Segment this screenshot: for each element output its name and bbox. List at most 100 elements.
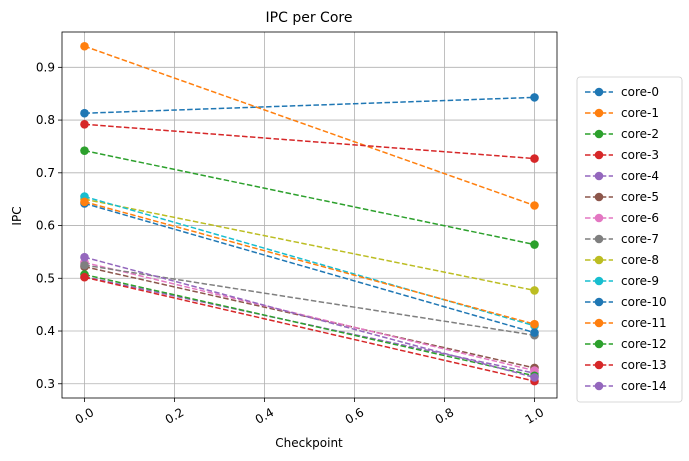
x-axis-label: Checkpoint bbox=[275, 436, 343, 450]
legend-item: core-2 bbox=[585, 127, 659, 141]
y-tick-label: 0.8 bbox=[36, 113, 55, 127]
x-tick-label: 0.8 bbox=[433, 405, 457, 427]
legend-item: core-14 bbox=[585, 379, 667, 393]
data-point bbox=[530, 240, 539, 249]
legend-label: core-11 bbox=[621, 316, 667, 330]
legend-item: core-7 bbox=[585, 232, 659, 246]
x-axis-ticks: 0.0 0.2 0.4 0.6 0.8 1.0 bbox=[73, 398, 547, 427]
legend-marker bbox=[594, 171, 604, 181]
data-point bbox=[530, 93, 539, 102]
y-tick-label: 0.6 bbox=[36, 219, 55, 233]
legend-marker bbox=[594, 339, 604, 349]
legend-item: core-10 bbox=[585, 295, 667, 309]
series-core-7 bbox=[80, 260, 539, 340]
legend-marker bbox=[594, 276, 604, 286]
legend-marker bbox=[594, 360, 604, 370]
legend-marker bbox=[594, 234, 604, 244]
legend-item: core-1 bbox=[585, 106, 659, 120]
legend-label: core-1 bbox=[621, 106, 659, 120]
series-core-3 bbox=[80, 119, 539, 163]
chart-title: IPC per Core bbox=[266, 10, 353, 26]
data-point bbox=[80, 197, 89, 207]
grid bbox=[62, 32, 557, 398]
y-tick-label: 0.5 bbox=[36, 271, 55, 285]
legend-label: core-2 bbox=[621, 127, 659, 141]
y-axis-label: IPC bbox=[10, 206, 24, 225]
legend-marker bbox=[594, 255, 604, 265]
series-line bbox=[84, 123, 535, 160]
series-core-0 bbox=[80, 93, 539, 118]
data-point bbox=[530, 328, 539, 337]
legend-label: core-10 bbox=[621, 295, 667, 309]
legend-item: core-5 bbox=[585, 190, 659, 204]
series-line bbox=[84, 256, 535, 379]
series-line bbox=[84, 202, 535, 334]
legend-label: core-13 bbox=[621, 358, 667, 372]
y-tick-label: 0.7 bbox=[36, 166, 55, 180]
y-tick-label: 0.9 bbox=[36, 60, 55, 74]
y-tick-label: 0.4 bbox=[36, 324, 55, 338]
legend-item: core-13 bbox=[585, 358, 667, 372]
series-line bbox=[84, 201, 535, 325]
legend-label: core-9 bbox=[621, 274, 659, 288]
x-tick-label: 0.2 bbox=[163, 405, 187, 427]
legend-item: core-4 bbox=[585, 169, 659, 183]
legend: core-0 core-1 core-2 core-3 core-4 core-5 core… bbox=[576, 76, 683, 403]
series-line bbox=[84, 149, 535, 246]
legend-marker bbox=[594, 108, 604, 118]
legend-item: core-6 bbox=[585, 211, 659, 225]
legend-item: core-3 bbox=[585, 148, 659, 162]
series-line bbox=[84, 198, 535, 292]
legend-label: core-6 bbox=[621, 211, 659, 225]
legend-marker bbox=[594, 87, 604, 97]
legend-label: core-5 bbox=[621, 190, 659, 204]
data-point bbox=[530, 201, 539, 210]
legend-frame bbox=[576, 76, 683, 403]
series-layer bbox=[80, 41, 539, 386]
data-point bbox=[80, 146, 89, 155]
legend-label: core-14 bbox=[621, 379, 667, 393]
series-core-2 bbox=[80, 146, 539, 249]
data-point bbox=[80, 41, 89, 51]
series-core-8 bbox=[80, 194, 539, 295]
legend-item: core-9 bbox=[585, 274, 659, 288]
data-point bbox=[530, 286, 539, 295]
legend-marker bbox=[594, 192, 604, 202]
legend-label: core-12 bbox=[621, 337, 667, 351]
plot-area-frame bbox=[61, 31, 558, 399]
legend-marker bbox=[594, 129, 604, 139]
legend-label: core-3 bbox=[621, 148, 659, 162]
series-core-1 bbox=[80, 41, 539, 210]
legend-label: core-0 bbox=[621, 85, 659, 99]
series-core-14 bbox=[80, 252, 539, 382]
series-line bbox=[84, 261, 535, 372]
x-tick-label: 0.0 bbox=[73, 405, 97, 427]
legend-label: core-8 bbox=[621, 253, 659, 267]
data-point bbox=[80, 272, 89, 282]
data-point bbox=[80, 260, 89, 270]
data-point bbox=[80, 252, 89, 262]
series-core-11 bbox=[80, 197, 539, 329]
legend-marker bbox=[594, 150, 604, 160]
data-point bbox=[530, 319, 539, 329]
legend-item: core-12 bbox=[585, 337, 667, 351]
x-tick-label: 0.4 bbox=[253, 405, 277, 427]
y-axis-ticks: 0.3 0.4 0.5 0.6 0.7 0.8 0.9 bbox=[36, 60, 62, 391]
legend-item: core-8 bbox=[585, 253, 659, 267]
x-tick-label: 1.0 bbox=[523, 405, 547, 427]
legend-marker bbox=[594, 297, 604, 307]
data-point bbox=[530, 373, 539, 382]
x-tick-label: 0.6 bbox=[343, 405, 367, 427]
legend-marker bbox=[594, 381, 604, 391]
data-point bbox=[80, 119, 89, 129]
series-line bbox=[84, 276, 535, 382]
legend-label: core-4 bbox=[621, 169, 659, 183]
legend-marker bbox=[594, 213, 604, 223]
data-point bbox=[80, 108, 89, 118]
legend-item: core-0 bbox=[585, 85, 659, 99]
data-point bbox=[530, 154, 539, 163]
legend-item: core-11 bbox=[585, 316, 667, 330]
y-tick-label: 0.3 bbox=[36, 377, 55, 391]
